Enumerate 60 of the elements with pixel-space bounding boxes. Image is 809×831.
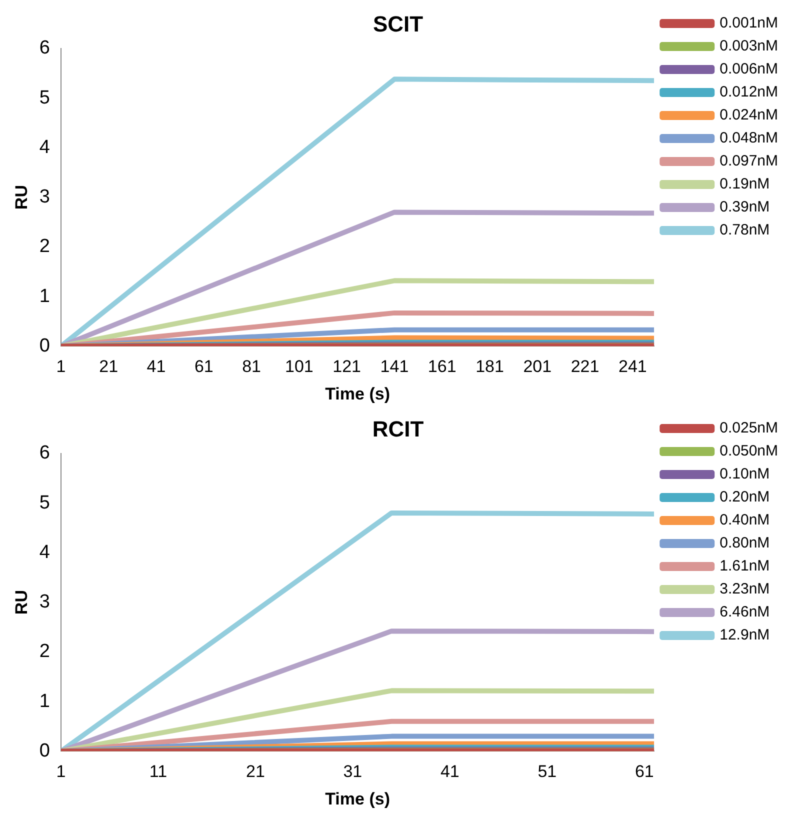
legend-label: 0.012nM (720, 84, 778, 101)
legend-label: 0.10nM (720, 466, 770, 483)
legend-label: 0.001nM (720, 14, 778, 32)
x-tick-label: 121 (332, 357, 362, 376)
y-tick-label: 6 (39, 38, 50, 59)
legend-label: 0.024nM (720, 106, 778, 124)
y-tick-label: 0 (39, 740, 50, 762)
y-tick-label: 3 (39, 592, 50, 613)
legend-label: 1.61nM (720, 558, 770, 575)
y-axis-title: RU (12, 590, 31, 615)
x-tick-label: 221 (570, 357, 600, 376)
x-tick-label: 41 (146, 357, 166, 376)
legend-label: 0.050nM (720, 442, 778, 460)
legend-label: 3.23nM (720, 580, 770, 598)
y-tick-label: 4 (39, 542, 50, 563)
x-axis-title: Time (s) (325, 789, 390, 808)
y-tick-label: 6 (39, 442, 50, 464)
x-tick-label: 1 (56, 357, 66, 376)
legend-label: 0.20nM (720, 488, 770, 506)
y-tick-label: 4 (39, 136, 50, 158)
x-tick-label: 161 (428, 357, 456, 376)
legend-label: 6.46nM (720, 604, 770, 621)
x-axis-title: Time (s) (325, 384, 390, 404)
y-tick-label: 5 (39, 492, 50, 514)
legend-label: 0.40nM (720, 512, 770, 529)
x-tick-label: 21 (99, 357, 118, 376)
y-tick-label: 1 (39, 690, 50, 712)
legend-label: 0.025nM (720, 420, 778, 437)
x-tick-label: 51 (538, 762, 557, 782)
x-tick-label: 21 (246, 762, 265, 782)
x-tick-label: 41 (440, 762, 460, 782)
legend-label: 0.006nM (720, 60, 778, 78)
x-tick-label: 241 (618, 357, 647, 376)
chart-title: RCIT (372, 416, 424, 442)
legend-label: 0.39nM (720, 198, 770, 216)
y-axis-title: RU (12, 185, 31, 210)
x-tick-label: 61 (634, 762, 654, 782)
x-tick-label: 1 (56, 762, 66, 782)
x-tick-label: 31 (343, 762, 362, 782)
x-tick-label: 141 (380, 357, 409, 376)
legend-label: 0.78nM (720, 222, 770, 239)
legend-label: 0.003nM (720, 38, 778, 55)
x-tick-label: 81 (242, 357, 261, 376)
y-tick-label: 0 (39, 335, 50, 356)
x-tick-label: 101 (284, 357, 314, 376)
x-tick-label: 201 (523, 357, 552, 376)
legend-label: 0.048nM (720, 130, 778, 147)
legend-label: 0.19nM (720, 176, 770, 193)
y-tick-label: 5 (39, 87, 50, 108)
chart-title: SCIT (372, 11, 424, 36)
x-tick-label: 61 (194, 357, 214, 376)
x-tick-label: 11 (149, 762, 168, 782)
y-tick-label: 2 (39, 236, 50, 258)
y-tick-label: 3 (39, 186, 50, 208)
legend-label: 12.9nM (720, 626, 770, 644)
y-tick-label: 1 (39, 286, 50, 307)
y-tick-label: 2 (39, 641, 50, 662)
legend-label: 0.097nM (720, 152, 778, 170)
x-tick-label: 181 (476, 357, 504, 376)
legend-label: 0.80nM (720, 534, 770, 552)
